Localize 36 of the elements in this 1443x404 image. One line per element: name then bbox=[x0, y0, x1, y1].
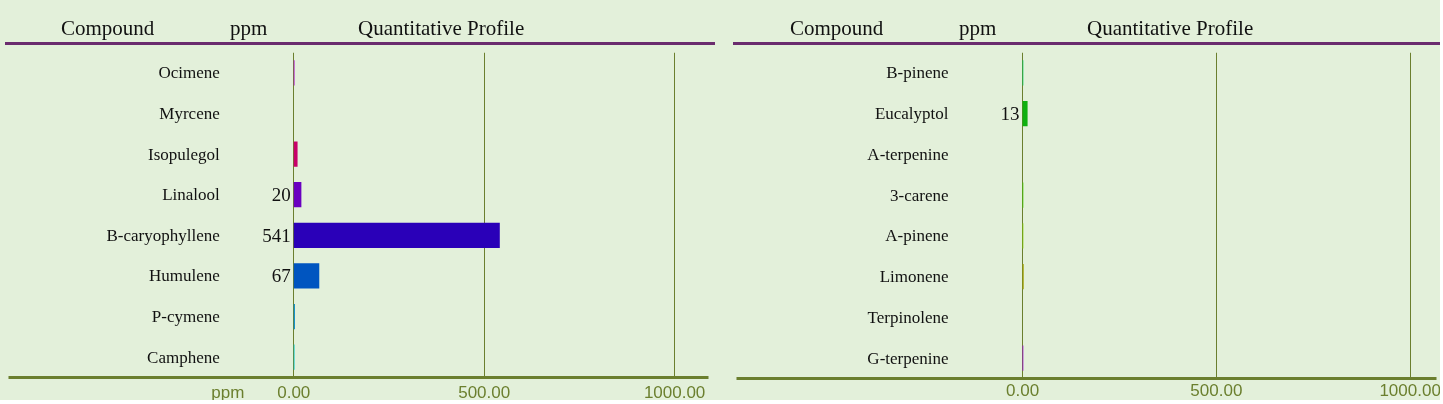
x-tick-label: 500.00 bbox=[458, 382, 511, 402]
text: ppm bbox=[230, 15, 268, 42]
data-label: 20 bbox=[271, 184, 291, 206]
y-tick-label: Linalool bbox=[162, 185, 221, 205]
y-tick-label: Humulene bbox=[148, 266, 220, 286]
y-tick-label: Camphene bbox=[147, 347, 220, 367]
y-tick-label: A-pinene bbox=[885, 226, 949, 246]
text: Quantitative Profile bbox=[1087, 15, 1254, 42]
data-label: 541 bbox=[262, 224, 291, 246]
y-tick-label: P-cymene bbox=[151, 307, 220, 327]
y-tick-label: G-terpenine bbox=[867, 348, 949, 368]
text: ppm bbox=[959, 15, 997, 42]
y-tick-label: 3-carene bbox=[890, 185, 949, 205]
bar bbox=[293, 263, 320, 289]
bar bbox=[293, 182, 302, 208]
y-tick-label: A-terpenine bbox=[867, 144, 949, 164]
y-tick-label: B-pinene bbox=[886, 63, 949, 83]
text: Compound bbox=[61, 15, 155, 42]
bar bbox=[293, 222, 500, 248]
y-tick-label: Myrcene bbox=[159, 103, 220, 123]
x-tick-label: 0.00 bbox=[277, 382, 311, 402]
text: Quantitative Profile bbox=[358, 15, 525, 42]
y-tick-label: Isopulegol bbox=[147, 144, 221, 164]
text: Compound bbox=[790, 15, 884, 42]
y-tick-label: Limonene bbox=[879, 267, 949, 287]
y-tick-label: B-caryophyllene bbox=[106, 225, 220, 245]
x-tick-label: 1000.00 bbox=[643, 382, 706, 402]
data-label: 13 bbox=[1000, 103, 1020, 125]
y-tick-label: Terpinolene bbox=[867, 307, 949, 327]
y-tick-label: Ocimene bbox=[158, 63, 220, 83]
x-tick-label: 500.00 bbox=[1190, 380, 1243, 400]
x-tick-label: 1000.00 bbox=[1379, 380, 1441, 400]
x-tick-label: 0.00 bbox=[1006, 380, 1040, 400]
y-tick-label: Eucalyptol bbox=[874, 104, 949, 124]
data-label: 67 bbox=[271, 265, 291, 287]
bar bbox=[293, 141, 298, 167]
